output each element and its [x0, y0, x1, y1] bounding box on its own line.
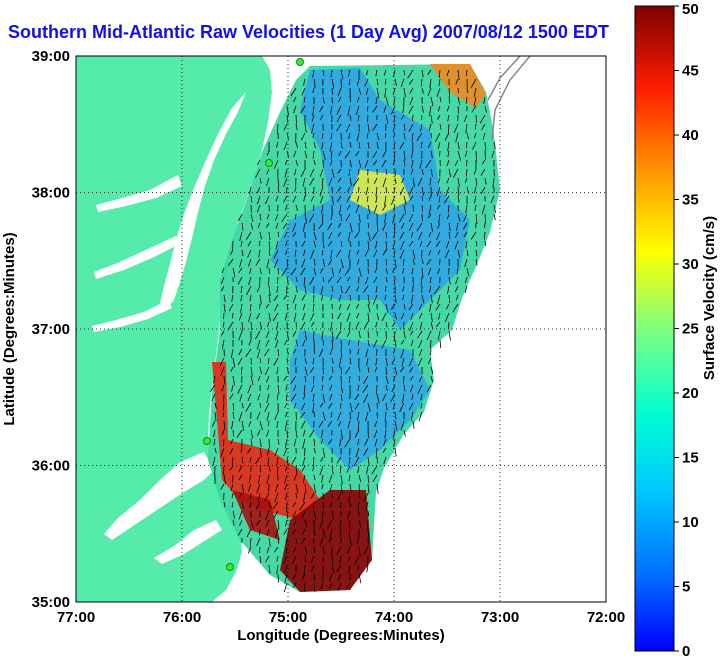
chart-title: Southern Mid-Atlantic Raw Velocities (1 … [8, 22, 609, 42]
bay-inlet-1 [96, 175, 182, 212]
velocity-darkred-zone-2 [232, 490, 280, 540]
colorbar-tick-label: 45 [682, 63, 699, 80]
y-tick-label: 37:00 [32, 321, 70, 338]
colorbar-tick-label: 10 [682, 514, 699, 531]
station-marker [203, 437, 211, 445]
vector-arrows [209, 69, 496, 593]
colorbar-tick-label: 20 [682, 385, 699, 402]
station-marker [226, 563, 234, 571]
x-tick-label: 77:00 [57, 609, 95, 626]
colorbar-tick-label: 0 [682, 643, 690, 659]
y-axis-label: Latitude (Degrees:Minutes) [1, 232, 18, 425]
sound-water [104, 452, 214, 540]
gridlines [76, 56, 606, 602]
colorbar-tick-label: 50 [682, 1, 699, 18]
plot-frame [75, 55, 607, 603]
y-tick-label: 36:00 [32, 458, 70, 475]
colorbar-tick-label: 30 [682, 256, 699, 273]
bathymetry-contour-2 [487, 56, 521, 101]
velocity-vectors [209, 69, 496, 593]
colorbar-tick-label: 35 [682, 192, 699, 209]
x-tick-label: 75:00 [269, 609, 307, 626]
x-tick-label: 73:00 [481, 609, 519, 626]
colorbar-label: Surface Velocity (cm/s) [701, 216, 718, 380]
y-tick-label: 39:00 [32, 48, 70, 65]
colorbar-tick-label: 25 [682, 321, 699, 338]
velocity-blue-zone-2 [290, 330, 430, 470]
station-marker [265, 159, 273, 167]
colorbar-tick-label: 40 [682, 127, 699, 144]
station-marker [296, 58, 304, 66]
x-tick-label: 76:00 [163, 609, 201, 626]
y-tick-label: 38:00 [32, 185, 70, 202]
y-tick-label: 35:00 [32, 594, 70, 611]
velocity-red-zone [212, 362, 320, 520]
velocity-orange-zone [430, 64, 486, 108]
sound-water-2 [154, 520, 222, 564]
x-tick-label: 72:00 [587, 609, 625, 626]
colorbar-tick-label: 15 [682, 450, 699, 467]
x-axis-label: Longitude (Degrees:Minutes) [237, 627, 445, 644]
bathymetry-contour [491, 56, 531, 141]
bay-inlet-2 [94, 236, 180, 279]
x-tick-label: 74:00 [375, 609, 413, 626]
chesapeake-bay [160, 92, 246, 310]
bay-inlet-3 [92, 300, 172, 332]
colorbar [634, 5, 675, 652]
colorbar-tick-label: 5 [682, 579, 690, 596]
